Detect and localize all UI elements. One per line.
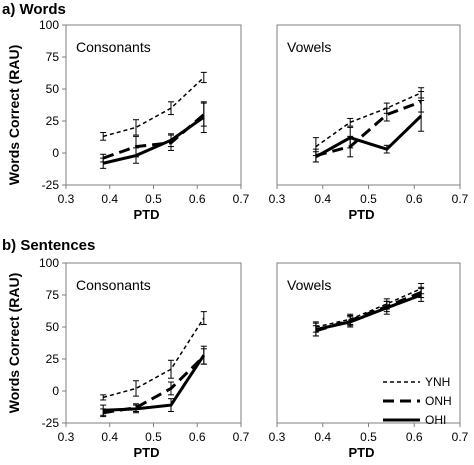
- x-tick-label: 0.7: [452, 192, 469, 206]
- y-tick-label: 75: [46, 288, 60, 302]
- legend-label-onh: ONH: [425, 394, 452, 408]
- chart-panel: 0.3 0.4 0.5 0.6 0.7 -25 0 25 50 75 100 PTD Consonant…: [39, 256, 250, 460]
- y-tick-label: 75: [46, 50, 60, 64]
- series-line-ynh: [315, 287, 422, 328]
- x-tick-label: 0.6: [406, 192, 423, 206]
- x-tick-label: 0.6: [189, 430, 206, 444]
- y-tick-label: 50: [46, 82, 60, 96]
- y-axis-label-sentences: Words Correct (RAU): [6, 273, 22, 414]
- chart-panel: 0.3 0.4 0.5 0.6 0.7 PTD Vowels YNH ONH OHI: [269, 262, 469, 460]
- x-tick-label: 0.7: [452, 430, 469, 444]
- x-axis-label: PTD: [134, 445, 160, 460]
- y-tick-label: 100: [39, 18, 59, 32]
- y-tick-label: 25: [46, 114, 60, 128]
- panel-title: Consonants: [76, 39, 151, 55]
- series-line-ohi: [103, 354, 206, 412]
- y-tick-label: 0: [52, 146, 59, 160]
- x-tick-label: 0.4: [314, 192, 331, 206]
- x-tick-label: 0.3: [58, 430, 75, 444]
- legend-label-ohi: OHI: [425, 413, 446, 427]
- series-line-ohi: [315, 293, 422, 332]
- x-tick-label: 0.6: [406, 430, 423, 444]
- x-axis-label: PTD: [349, 207, 375, 222]
- x-tick-label: 0.5: [360, 430, 377, 444]
- series-line-ynh: [102, 76, 205, 138]
- x-tick-label: 0.4: [101, 192, 118, 206]
- x-axis-label: PTD: [134, 207, 160, 222]
- x-tick-label: 0.5: [360, 192, 377, 206]
- legend-label-ynh: YNH: [425, 375, 450, 389]
- x-tick-label: 0.6: [189, 192, 206, 206]
- y-tick-label: 25: [46, 352, 60, 366]
- y-tick-label: 100: [39, 256, 59, 270]
- section-label-sentences: b) Sentences: [2, 237, 95, 254]
- panel-title: Consonants: [76, 277, 151, 293]
- series-line-ynh: [315, 92, 422, 148]
- x-tick-label: 0.3: [58, 192, 75, 206]
- series-line-ohi: [315, 114, 423, 159]
- y-tick-label: 50: [46, 320, 60, 334]
- x-tick-label: 0.5: [145, 192, 162, 206]
- y-tick-label: -25: [42, 178, 60, 192]
- series-line-onh: [102, 355, 205, 415]
- x-tick-label: 0.3: [269, 430, 286, 444]
- x-tick-label: 0.4: [314, 430, 331, 444]
- chart-panels: 0.3 0.4 0.5 0.6 0.7 -25 0 25 50 75 100 PTD Consonant…: [39, 18, 469, 460]
- series-line-onh: [102, 113, 205, 160]
- series-line-ohi: [102, 115, 205, 165]
- x-tick-label: 0.4: [101, 430, 118, 444]
- x-tick-label: 0.3: [269, 192, 286, 206]
- x-tick-label: 0.7: [233, 430, 250, 444]
- x-axis-label: PTD: [349, 445, 375, 460]
- series-line-onh: [315, 100, 422, 158]
- panel-title: Vowels: [287, 39, 331, 55]
- y-tick-label: -25: [42, 416, 60, 430]
- section-label-words: a) Words: [2, 1, 66, 18]
- chart-panel: 0.3 0.4 0.5 0.6 0.7 -25 0 25 50 75 100 PTD Consonant…: [39, 18, 250, 222]
- series-line-ynh: [102, 317, 205, 399]
- x-tick-label: 0.7: [233, 192, 250, 206]
- chart-panel: 0.3 0.4 0.5 0.6 0.7 PTD Vowels: [269, 24, 469, 222]
- panel-title: Vowels: [287, 277, 331, 293]
- x-tick-label: 0.5: [145, 430, 162, 444]
- legend: YNH ONH OHI: [383, 375, 452, 427]
- y-axis-label-words: Words Correct (RAU): [6, 45, 22, 186]
- y-tick-label: 0: [52, 384, 59, 398]
